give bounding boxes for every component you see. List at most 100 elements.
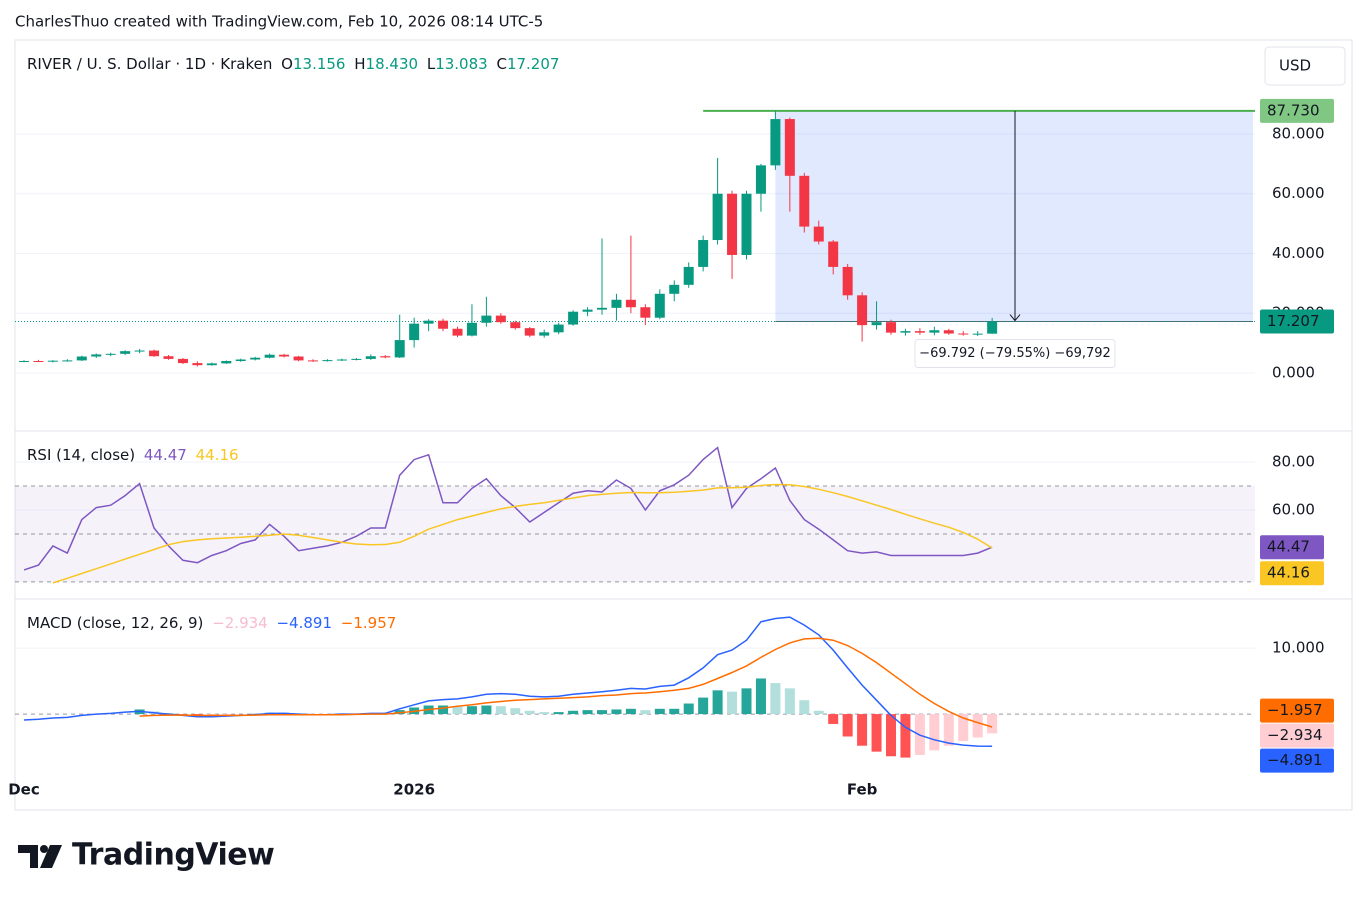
- chart-frame: [14, 39, 1353, 811]
- candle-body: [365, 356, 376, 359]
- candle-body: [871, 322, 882, 326]
- currency-button-box[interactable]: [1264, 46, 1346, 86]
- histogram-value-label-box: [1260, 723, 1334, 748]
- rsi-line: [23, 446, 993, 571]
- candle-body: [322, 360, 333, 362]
- histogram-bar: [553, 712, 564, 715]
- legend-label: L: [427, 55, 436, 73]
- histogram-bar: [568, 710, 579, 715]
- legend-value: 17.207: [507, 55, 560, 73]
- legend-title: RSI (14, close): [27, 446, 135, 464]
- candle-body: [813, 226, 824, 242]
- rsi-legend: RSI (14, close) 44.47 44.16: [27, 446, 239, 464]
- logo-icon: [40, 845, 48, 853]
- histogram-bar: [770, 683, 781, 715]
- signal-value-label: −1.957: [1267, 701, 1323, 719]
- candle-body: [120, 351, 131, 354]
- candle-body: [669, 284, 680, 294]
- candle-body: [799, 175, 810, 227]
- x-tick-label: 2026: [393, 781, 435, 799]
- histogram-bar: [524, 710, 535, 715]
- candle-body: [33, 361, 44, 363]
- legend-value: 44.47: [144, 446, 187, 464]
- candle-body: [221, 361, 232, 364]
- candle-body: [510, 322, 521, 329]
- histogram-bar: [481, 705, 492, 715]
- signal-value-label-box: [1260, 698, 1334, 723]
- histogram-bar: [466, 706, 477, 715]
- candle-body: [568, 311, 579, 325]
- legend-value: 13.156: [293, 55, 346, 73]
- histogram-bar: [727, 691, 738, 715]
- candle-body: [177, 358, 188, 364]
- histogram-value-label: −2.934: [1267, 726, 1323, 744]
- macd-line: [139, 637, 993, 728]
- candle-body: [929, 330, 940, 333]
- measure-area: [775, 110, 1253, 322]
- histogram-bar: [640, 710, 651, 715]
- y-tick-label: 80.000: [1272, 124, 1325, 142]
- candle-body: [654, 293, 665, 318]
- rsi-value-label: 44.47: [1267, 538, 1310, 556]
- legend-label: H: [354, 55, 365, 73]
- candle-body: [91, 354, 102, 357]
- x-tick-label: Dec: [8, 781, 40, 799]
- histogram-bar: [755, 678, 766, 715]
- last-price-label: 17.207: [1267, 312, 1320, 330]
- rsi-line: [52, 483, 993, 584]
- legend-title: MACD (close, 12, 26, 9): [27, 614, 203, 632]
- candle-body: [279, 354, 290, 357]
- candle-body: [336, 359, 347, 361]
- histogram-bar: [813, 710, 824, 715]
- histogram-bar: [625, 708, 636, 715]
- histogram-bar: [221, 714, 232, 715]
- candle-body: [698, 240, 709, 267]
- logo-text: TradingView: [72, 838, 274, 873]
- legend-value: 44.16: [196, 446, 239, 464]
- candle-body: [105, 353, 116, 355]
- candle-body: [943, 330, 954, 334]
- candle-body: [972, 333, 983, 335]
- candle-body: [47, 360, 58, 362]
- histogram-bar: [495, 706, 506, 715]
- candle-body: [640, 307, 651, 318]
- logo-icon: [40, 845, 62, 868]
- legend-value: −4.891: [276, 614, 332, 632]
- attribution: CharlesThuo created with TradingView.com…: [15, 13, 543, 31]
- candle-body: [727, 193, 738, 255]
- candle-body: [351, 358, 362, 360]
- histogram-bar: [987, 714, 998, 734]
- currency-button[interactable]: USD: [1279, 57, 1311, 75]
- histogram-bar: [828, 714, 839, 724]
- macd-value-label: −4.891: [1267, 751, 1323, 769]
- candle-body: [597, 307, 607, 310]
- candle-body: [495, 315, 506, 323]
- symbol-legend: RIVER / U. S. Dollar · 1D · Kraken O13.1…: [27, 55, 559, 73]
- histogram-bar: [741, 688, 752, 715]
- histogram-bar: [958, 714, 969, 742]
- legend-value: −1.957: [341, 614, 397, 632]
- logo-icon: [18, 845, 38, 868]
- rsi-ma-label-box: [1260, 561, 1324, 586]
- high-line-label-box: [1260, 98, 1334, 123]
- legend-label: O: [281, 55, 293, 73]
- histogram-bar: [784, 688, 795, 715]
- candle-body: [149, 350, 160, 357]
- candle-body: [19, 361, 29, 363]
- y-tick-label: 0.000: [1272, 363, 1315, 381]
- x-tick-label: Feb: [847, 781, 878, 799]
- histogram-bar: [683, 703, 694, 715]
- candle-body: [76, 356, 87, 361]
- candle-body: [308, 360, 318, 362]
- y-tick-label: 60.000: [1272, 184, 1325, 202]
- candle-body: [784, 119, 795, 176]
- candle-body: [293, 356, 304, 361]
- candle-body: [770, 119, 781, 166]
- candle-body: [438, 320, 449, 329]
- candle-body: [712, 193, 723, 241]
- candle-body: [683, 266, 694, 285]
- candle-body: [134, 350, 145, 352]
- histogram-bar: [510, 708, 521, 715]
- histogram-bar: [886, 714, 896, 757]
